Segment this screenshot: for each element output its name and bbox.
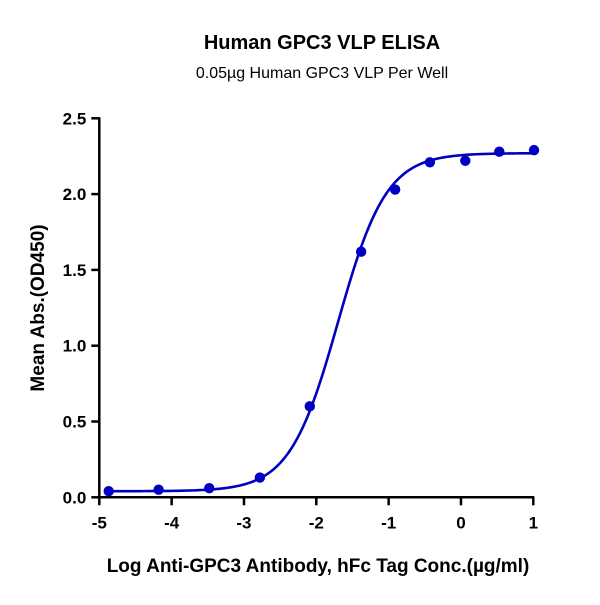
x-tick-label: -1: [381, 513, 396, 532]
data-point: [424, 157, 436, 168]
x-tick-label: -3: [236, 513, 251, 532]
x-tick-label: -4: [164, 513, 180, 532]
data-point: [153, 484, 164, 495]
fit-curve: [108, 151, 535, 493]
data-point: [304, 401, 315, 412]
x-tick-label: -5: [92, 513, 107, 532]
chart-title: Human GPC3 VLP ELISA: [204, 32, 440, 54]
data-point: [460, 155, 471, 166]
y-tick-label: 1.5: [63, 261, 87, 280]
y-tick-label: 2.0: [63, 185, 87, 204]
x-tick-label: 1: [529, 513, 538, 532]
data-point: [528, 144, 540, 156]
x-tick-label: -2: [309, 513, 324, 532]
y-tick-label: 1.0: [63, 337, 87, 356]
data-point: [204, 483, 215, 494]
y-tick-label: 2.5: [63, 109, 87, 128]
data-point: [355, 246, 367, 257]
data-point: [494, 146, 505, 157]
data-point: [103, 486, 114, 497]
y-tick-label: 0.0: [63, 488, 87, 507]
data-point: [389, 184, 401, 195]
chart-subtitle: 0.05µg Human GPC3 VLP Per Well: [196, 65, 448, 82]
x-tick-label: 0: [456, 513, 465, 532]
y-tick-label: 0.5: [63, 413, 87, 432]
y-axis-label: Mean Abs.(OD450): [28, 224, 49, 391]
data-point: [254, 472, 266, 483]
x-axis-label: Log Anti-GPC3 Antibody, hFc Tag Conc.(µg…: [107, 556, 530, 577]
